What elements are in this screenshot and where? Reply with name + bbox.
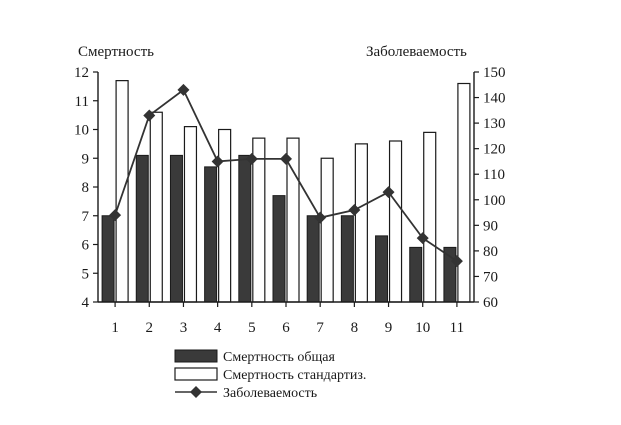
- bar-general-mortality-9: [375, 235, 389, 303]
- bar-general-mortality-10: [409, 246, 423, 303]
- bar-standardized-mortality-2: [149, 111, 163, 303]
- line-layer: [109, 83, 463, 268]
- morbidity-marker-1: [109, 209, 122, 222]
- morbidity-marker-9: [382, 186, 395, 199]
- bar-standardized-mortality-5: [252, 137, 266, 303]
- bar-general-mortality-3: [169, 154, 183, 303]
- bar-general-mortality-8: [340, 215, 354, 303]
- x-tick-label: 9: [385, 320, 393, 336]
- bar-general-mortality-2: [135, 154, 149, 303]
- bar-standardized-mortality-9: [388, 140, 403, 303]
- morbidity-line: [114, 88, 458, 262]
- y-left-tick-label: 8: [82, 180, 90, 196]
- y-right-tick-label: 120: [483, 142, 506, 158]
- bar-standardized-mortality-8: [354, 143, 368, 303]
- x-tick-label: 6: [282, 320, 290, 336]
- y-left-tick-label: 6: [82, 238, 90, 254]
- legend-item-standardized-mortality: Смертность стандартиз.: [174, 367, 366, 383]
- morbidity-marker-6: [280, 152, 292, 165]
- y-left-tick-label: 10: [74, 123, 89, 139]
- bars-layer: [101, 80, 471, 303]
- morbidity-marker-3: [177, 83, 190, 96]
- y-right-axis-title: Заболеваемость: [366, 44, 467, 60]
- legend-label-standardized-mortality: Смертность стандартиз.: [223, 368, 366, 383]
- x-tick-label: 3: [180, 320, 188, 336]
- y-right-tick-label: 130: [483, 116, 506, 132]
- legend-marker-morbidity: [190, 386, 202, 398]
- morbidity-marker-2: [143, 109, 156, 122]
- legend-item-general-mortality: Смертность общая: [174, 349, 336, 365]
- bar-general-mortality-4: [204, 166, 218, 303]
- legend-label-morbidity: Заболеваемость: [223, 386, 317, 401]
- bar-general-mortality-1: [101, 215, 115, 303]
- legend-item-morbidity: Заболеваемость: [175, 386, 317, 401]
- y-left-tick-label: 12: [74, 65, 89, 81]
- legend-label-general-mortality: Смертность общая: [223, 350, 336, 365]
- y-right-tick-label: 100: [483, 193, 506, 209]
- y-left-tick-label: 9: [82, 151, 90, 167]
- bar-general-mortality-5: [238, 154, 252, 303]
- x-tick-label: 11: [450, 320, 464, 336]
- bar-general-mortality-7: [306, 215, 320, 303]
- legend-swatch-general-mortality: [174, 349, 218, 363]
- y-left-tick-label: 5: [82, 266, 90, 282]
- bar-standardized-mortality-3: [183, 126, 198, 303]
- y-left-tick-label: 11: [75, 94, 89, 110]
- y-right-tick-label: 80: [483, 244, 498, 260]
- morbidity-marker-11: [450, 255, 463, 268]
- x-tick-label: 5: [248, 320, 256, 336]
- x-tick-label: 4: [214, 320, 222, 336]
- bar-standardized-mortality-4: [218, 128, 232, 303]
- morbidity-marker-5: [245, 152, 258, 165]
- morbidity-marker-7: [314, 211, 327, 224]
- y-right-tick-label: 90: [483, 218, 498, 234]
- morbidity-marker-4: [211, 155, 224, 168]
- y-right-tick-label: 140: [483, 91, 506, 107]
- legend: Смертность общая Смертность стандартиз. …: [174, 349, 366, 401]
- y-right-tick-label: 70: [483, 269, 498, 285]
- y-right-tick-label: 150: [483, 65, 506, 81]
- y-left-axis-title: Смертность: [78, 44, 154, 60]
- legend-swatch-standardized-mortality: [174, 367, 218, 381]
- x-tick-label: 7: [316, 320, 324, 336]
- bar-general-mortality-6: [272, 195, 286, 303]
- x-tick-label: 2: [146, 320, 154, 336]
- bar-standardized-mortality-11: [457, 82, 471, 303]
- x-tick-label: 10: [415, 320, 430, 336]
- y-left-tick-label: 7: [82, 209, 90, 225]
- x-tick-label: 8: [351, 320, 359, 336]
- x-tick-label: 1: [111, 320, 119, 336]
- morbidity-marker-8: [348, 204, 361, 216]
- y-right-tick-label: 110: [483, 167, 505, 183]
- morbidity-marker-10: [416, 232, 429, 245]
- bar-standardized-mortality-7: [320, 157, 334, 303]
- bar-standardized-mortality-10: [423, 131, 437, 303]
- y-left-tick-label: 4: [82, 295, 90, 311]
- y-right-tick-label: 60: [483, 295, 498, 311]
- bar-standardized-mortality-1: [115, 80, 129, 303]
